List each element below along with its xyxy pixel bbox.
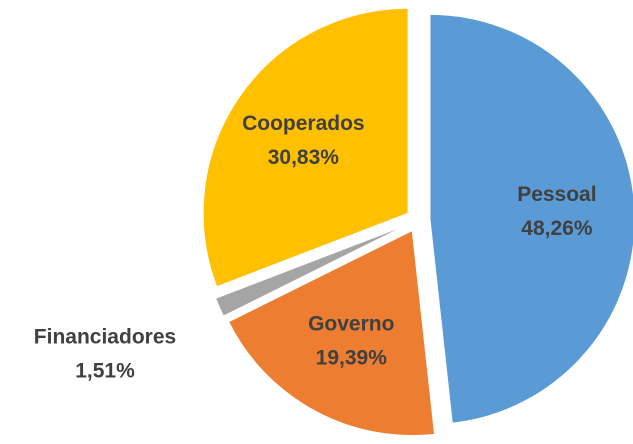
slice-value-label: 1,51%: [75, 360, 135, 383]
slice-value-label: 48,26%: [521, 217, 593, 240]
pie-slice: [202, 7, 409, 288]
slice-value-label: 30,83%: [268, 146, 340, 169]
slice-value-label: 19,39%: [316, 347, 388, 370]
slice-label: Financiadores: [34, 326, 176, 349]
slice-label: Cooperados: [242, 112, 365, 135]
pie-slice: [214, 224, 408, 317]
pie-slice: [228, 229, 436, 437]
slice-label: Pessoal: [517, 183, 596, 206]
pie-slice: [429, 13, 633, 424]
slice-label: Governo: [308, 313, 394, 336]
